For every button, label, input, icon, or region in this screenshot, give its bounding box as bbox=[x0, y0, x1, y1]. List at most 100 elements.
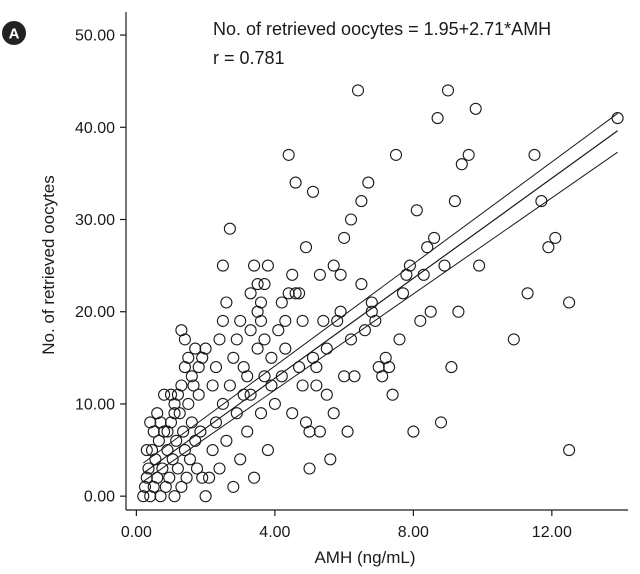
data-point bbox=[180, 471, 193, 484]
data-point bbox=[227, 480, 240, 493]
data-point bbox=[296, 379, 309, 392]
data-point bbox=[355, 278, 368, 291]
data-point bbox=[279, 342, 292, 355]
data-point bbox=[383, 361, 396, 374]
data-point bbox=[393, 333, 406, 346]
data-point bbox=[175, 379, 188, 392]
data-point bbox=[152, 434, 165, 447]
data-point bbox=[407, 425, 420, 438]
data-point bbox=[452, 305, 465, 318]
data-point bbox=[261, 444, 274, 457]
data-point bbox=[251, 342, 264, 355]
data-point bbox=[234, 453, 247, 466]
y-tick-label: 30.00 bbox=[75, 212, 115, 229]
data-point bbox=[182, 351, 195, 364]
data-point bbox=[151, 407, 164, 420]
data-point bbox=[227, 351, 240, 364]
data-point bbox=[138, 480, 152, 493]
data-point bbox=[272, 324, 285, 337]
data-point bbox=[140, 471, 153, 484]
x-tick-label: 12.00 bbox=[532, 524, 572, 541]
data-point bbox=[563, 296, 576, 309]
data-point bbox=[275, 296, 288, 309]
data-point bbox=[190, 462, 204, 475]
data-point bbox=[220, 434, 233, 447]
x-tick-label: 0.00 bbox=[121, 524, 152, 541]
panel-label: A bbox=[9, 26, 20, 43]
data-point bbox=[320, 388, 333, 401]
data-point bbox=[149, 453, 162, 466]
data-point bbox=[154, 490, 167, 503]
data-point bbox=[338, 231, 351, 244]
data-point bbox=[156, 462, 169, 475]
regression-equation: No. of retrieved oocytes = 1.95+2.71*AMH bbox=[213, 19, 551, 39]
data-point bbox=[289, 287, 302, 300]
data-point bbox=[296, 314, 309, 327]
data-point bbox=[434, 416, 448, 429]
data-point bbox=[338, 370, 351, 383]
y-tick-label: 10.00 bbox=[75, 396, 115, 413]
data-point bbox=[396, 287, 410, 300]
data-point bbox=[161, 425, 174, 438]
data-point bbox=[327, 407, 340, 420]
data-point bbox=[144, 416, 157, 429]
data-point bbox=[414, 314, 427, 327]
data-point bbox=[286, 407, 299, 420]
data-point bbox=[431, 112, 444, 125]
data-point bbox=[185, 370, 198, 383]
data-point bbox=[344, 333, 358, 346]
data-point bbox=[178, 333, 191, 346]
data-point bbox=[299, 241, 313, 254]
data-point bbox=[142, 462, 155, 475]
data-point bbox=[258, 333, 271, 346]
data-point bbox=[209, 416, 223, 429]
data-point bbox=[166, 453, 179, 466]
data-point bbox=[206, 379, 219, 392]
data-point bbox=[445, 361, 458, 374]
data-point bbox=[170, 434, 183, 447]
data-point bbox=[421, 241, 434, 254]
data-point bbox=[203, 471, 216, 484]
y-tick-label: 50.00 bbox=[75, 28, 115, 45]
data-point bbox=[261, 259, 274, 272]
data-point bbox=[348, 370, 361, 383]
plot-area bbox=[137, 84, 624, 503]
data-point bbox=[441, 84, 455, 97]
data-point bbox=[216, 259, 229, 272]
data-point bbox=[265, 351, 278, 364]
data-point bbox=[310, 379, 323, 392]
data-point bbox=[254, 314, 268, 327]
data-point bbox=[254, 407, 268, 420]
data-point bbox=[137, 490, 150, 503]
data-point bbox=[158, 388, 171, 401]
data-point bbox=[251, 278, 264, 291]
data-point bbox=[216, 397, 229, 410]
data-point bbox=[258, 278, 271, 291]
data-point bbox=[389, 148, 403, 161]
data-point bbox=[334, 268, 347, 281]
panel-badge: A bbox=[2, 21, 26, 45]
data-point bbox=[469, 102, 482, 115]
data-point bbox=[230, 333, 243, 346]
data-point bbox=[248, 259, 261, 272]
data-point bbox=[362, 176, 375, 189]
data-point bbox=[241, 425, 254, 438]
data-point bbox=[507, 333, 520, 346]
data-point bbox=[234, 314, 247, 327]
data-point bbox=[199, 342, 212, 355]
data-point bbox=[306, 185, 320, 198]
data-point bbox=[244, 324, 257, 337]
data-point bbox=[258, 370, 271, 383]
data-point bbox=[175, 480, 188, 493]
data-point bbox=[244, 388, 257, 401]
data-point bbox=[164, 388, 178, 401]
data-point bbox=[286, 268, 299, 281]
regression-line bbox=[142, 130, 618, 474]
y-tick-label: 20.00 bbox=[75, 304, 115, 321]
data-point bbox=[303, 462, 316, 475]
data-point bbox=[462, 148, 475, 161]
confidence-line-upper bbox=[143, 113, 618, 464]
data-point bbox=[355, 195, 368, 208]
data-point bbox=[173, 407, 186, 420]
